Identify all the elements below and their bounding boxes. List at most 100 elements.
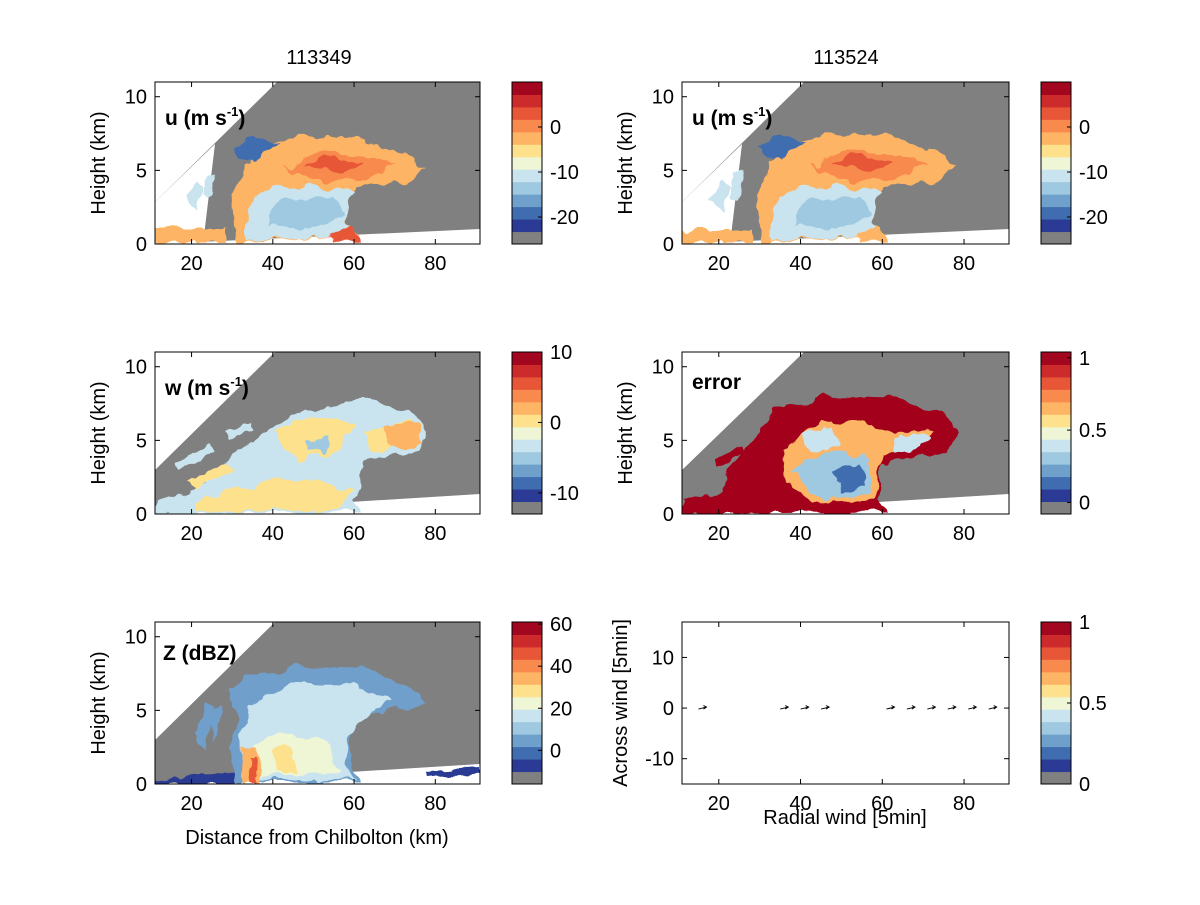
axis-ticks: 20 40 60 80 0 5 10 — [125, 622, 480, 815]
y-tick-label: 5 — [663, 430, 674, 452]
colorbar-segment — [512, 671, 542, 685]
colorbar-segment — [1041, 206, 1071, 220]
colorbar-segment — [512, 439, 542, 453]
colorbar-segment — [512, 131, 542, 145]
colorbar-segment — [1041, 659, 1071, 673]
column-title-right: 113524 — [813, 47, 878, 69]
colorbar-tick-label: 1 — [1079, 612, 1090, 634]
colorbar-segment — [512, 451, 542, 465]
y-tick-label: 10 — [125, 87, 147, 109]
x-tick-label: 20 — [708, 523, 730, 545]
y-tick-label: 10 — [125, 627, 147, 649]
colorbar-segment — [512, 414, 542, 428]
colorbar-segment — [512, 734, 542, 748]
colorbar-segment — [512, 82, 542, 95]
axes-frame — [154, 81, 481, 245]
x-tick-label: 20 — [180, 793, 202, 815]
y-tick-label: 10 — [125, 357, 147, 379]
y-tick-label: 0 — [663, 234, 674, 256]
x-tick-label: 60 — [871, 253, 893, 275]
colorbar-segment — [1041, 489, 1071, 503]
colorbar-tick-label: 0 — [550, 117, 561, 139]
y-axis-label: Across wind [5min] — [610, 619, 632, 787]
x-tick-label: 40 — [789, 793, 811, 815]
colorbar-segment — [1041, 771, 1071, 785]
field-u-113349 — [155, 82, 480, 244]
y-tick-label: 10 — [652, 647, 674, 669]
field-w-113349 — [155, 352, 480, 514]
colorbar-segment — [1041, 376, 1071, 390]
colorbar-tick-label: 0 — [1079, 492, 1090, 514]
colorbar-segment — [512, 489, 542, 503]
colorbar-frame — [511, 621, 543, 785]
colorbar-tick-label: -10 — [550, 162, 579, 184]
x-axis-label: Radial wind [5min] — [763, 807, 926, 829]
colorbar-segment — [1041, 501, 1071, 515]
panel-w-113349: 20 40 60 80 0 5 10 w (m s-1) Height (km) — [88, 351, 481, 545]
colorbar-segment — [1041, 94, 1071, 108]
axes-frame — [154, 351, 481, 515]
colorbar-segment — [1041, 194, 1071, 208]
colorbar-segment — [1041, 352, 1071, 365]
colorbar-segment — [1041, 451, 1071, 465]
colorbar-quiver: 10.50 — [1040, 612, 1107, 796]
colorbar-segment — [512, 219, 542, 233]
x-tick-label: 80 — [953, 253, 975, 275]
panel-label: Z (dBZ) — [163, 642, 236, 665]
panel-label: u (m s-1) — [165, 104, 245, 130]
colorbar-segment — [512, 94, 542, 108]
colorbar-segment — [1041, 426, 1071, 440]
colorbar-tick-label: 20 — [550, 698, 572, 720]
colorbar-segment — [1041, 82, 1071, 95]
colorbar-tick-label: 10 — [550, 342, 572, 364]
colorbar-segment — [512, 144, 542, 158]
field-u-113524 — [682, 82, 1009, 244]
colorbar-segment — [1041, 476, 1071, 490]
wind-arrow — [947, 705, 957, 710]
x-tick-label: 40 — [262, 523, 284, 545]
colorbar-segment — [1041, 364, 1071, 378]
wind-arrow — [698, 705, 708, 710]
x-tick-label: 80 — [424, 793, 446, 815]
x-tick-label: 80 — [953, 793, 975, 815]
panel-label: w (m s-1) — [164, 374, 249, 400]
colorbar-segment — [512, 696, 542, 710]
x-tick-label: 40 — [789, 253, 811, 275]
colorbar-segment — [512, 622, 542, 635]
colorbar-segment — [1041, 106, 1071, 120]
colorbar-segment — [1041, 709, 1071, 723]
colorbar-tick-label: 0 — [1079, 117, 1090, 139]
x-tick-label: 40 — [789, 523, 811, 545]
y-axis-label: Height (km) — [88, 651, 110, 754]
x-tick-label: 20 — [180, 253, 202, 275]
colorbar-segment — [512, 659, 542, 673]
wind-arrow — [968, 705, 978, 710]
colorbar-segment — [1041, 464, 1071, 478]
colorbar-segment — [512, 119, 542, 133]
colorbar-tick-label: 0.5 — [1079, 693, 1107, 715]
axes-frame — [681, 621, 1010, 785]
axis-ticks: 20 40 60 80 0 5 10 — [652, 82, 1009, 275]
wind-arrows — [698, 705, 998, 710]
colorbar-segment — [1041, 169, 1071, 183]
colorbar-segment — [512, 771, 542, 785]
y-tick-label: 10 — [652, 87, 674, 109]
colorbar-segment — [512, 476, 542, 490]
axes-frame — [681, 351, 1010, 515]
wind-arrow — [780, 705, 790, 710]
wind-arrow — [927, 705, 937, 710]
colorbar-segment — [512, 721, 542, 735]
colorbar-segment — [1041, 622, 1071, 635]
wind-arrow — [800, 705, 810, 710]
colorbar-segment — [512, 376, 542, 390]
y-tick-label: 0 — [663, 504, 674, 526]
colorbar-segment — [512, 156, 542, 170]
colorbar-segment — [512, 646, 542, 660]
colorbar-Z-113349: 60 40 20 0 — [511, 614, 572, 785]
colorbar-segment — [512, 709, 542, 723]
x-tick-label: 60 — [343, 793, 365, 815]
x-tick-label: 60 — [343, 253, 365, 275]
